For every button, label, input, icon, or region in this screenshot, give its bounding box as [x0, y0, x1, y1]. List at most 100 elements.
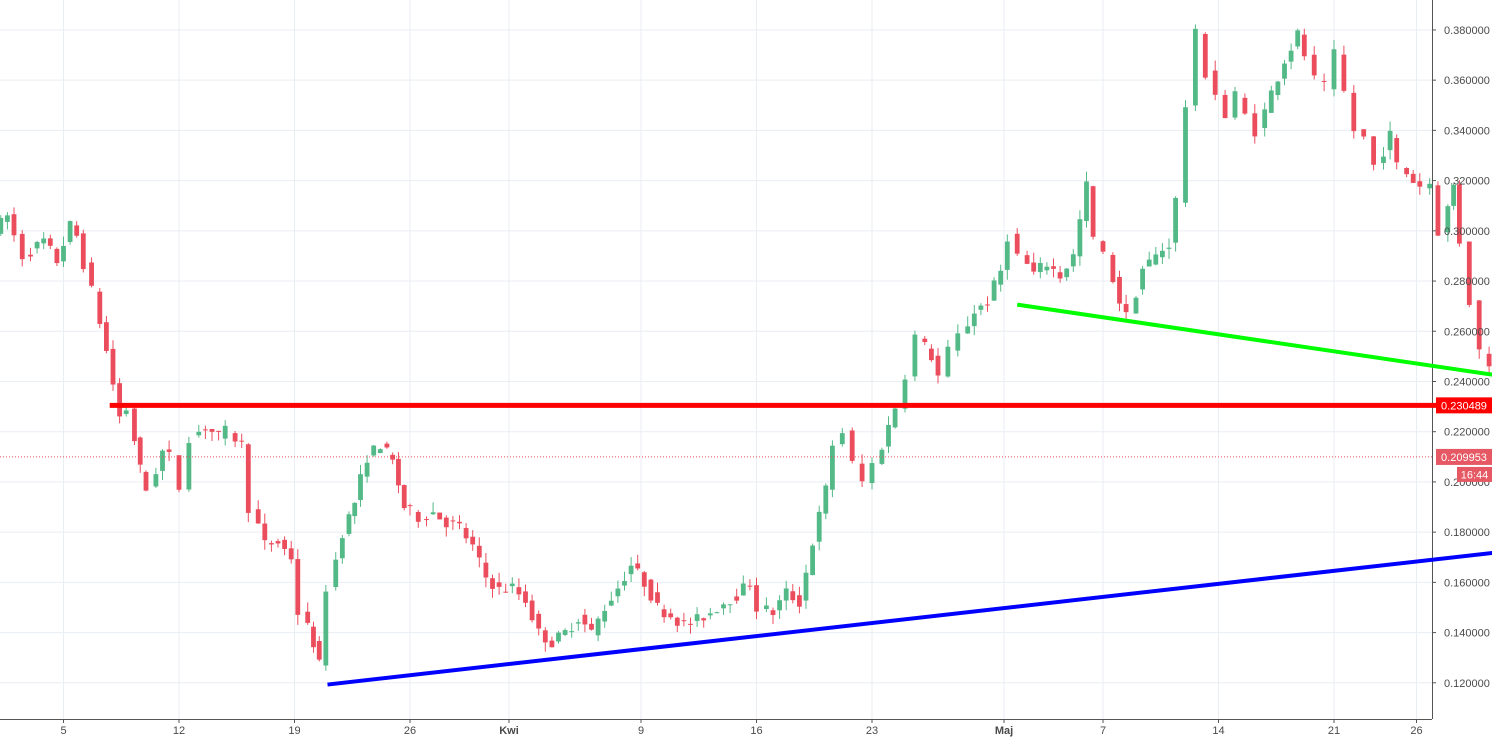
candle-body — [1404, 168, 1409, 174]
candle-body — [1371, 136, 1376, 164]
candle-body — [12, 214, 17, 235]
y-tick-label: 0.240000 — [1444, 376, 1490, 388]
resistance-price-badge-text: 0.230489 — [1441, 400, 1487, 412]
candle-body — [1262, 109, 1267, 128]
candle-body — [431, 512, 436, 514]
y-tick-label: 0.300000 — [1444, 226, 1490, 238]
candle-body — [569, 631, 574, 632]
candle-body — [1078, 219, 1083, 256]
candle-body — [992, 280, 997, 300]
candle-body — [936, 356, 941, 376]
y-tick-label: 0.360000 — [1444, 75, 1490, 87]
candle-body — [880, 450, 885, 464]
candle-body — [246, 444, 251, 513]
candle-body — [804, 573, 809, 601]
candle-body — [1351, 93, 1356, 131]
candle-body — [497, 582, 502, 587]
countdown-text: 16:44 — [1461, 469, 1489, 481]
y-tick-label: 0.140000 — [1444, 628, 1490, 640]
candle-body — [111, 349, 116, 385]
candle-body — [1436, 185, 1441, 235]
candle-body — [616, 589, 621, 597]
candle-body — [946, 347, 951, 377]
candle-body — [1467, 242, 1472, 305]
candle-body — [1477, 300, 1482, 349]
candle-body — [61, 246, 66, 261]
candle-body — [239, 441, 244, 442]
candle-body — [1147, 260, 1152, 267]
candle-body — [1322, 81, 1327, 82]
candle-body — [629, 566, 634, 574]
candle-body — [771, 610, 776, 615]
candle-body — [1203, 34, 1208, 78]
candle-body — [1140, 269, 1145, 290]
candle-body — [138, 437, 143, 464]
y-tick-label: 0.180000 — [1444, 527, 1490, 539]
candle-body — [1117, 277, 1122, 304]
x-tick-label: 7 — [1100, 725, 1106, 737]
candle-body — [154, 474, 159, 486]
candle-body — [688, 624, 693, 625]
candle-body — [1173, 198, 1178, 243]
candle-body — [1101, 241, 1106, 251]
candle-body — [55, 249, 60, 263]
y-tick-label: 0.220000 — [1444, 427, 1490, 439]
candle-body — [216, 431, 221, 432]
resistance-price-badge: 0.230489 — [1436, 397, 1492, 413]
candle-body — [840, 433, 845, 444]
candle-body — [715, 612, 720, 613]
candle-body — [396, 459, 401, 486]
candle-body — [850, 430, 855, 460]
x-tick-label: 14 — [1212, 725, 1224, 737]
x-tick-label: Kwi — [499, 725, 519, 737]
candle-body — [517, 587, 522, 594]
candle-body — [1269, 91, 1274, 113]
y-tick-label: 0.380000 — [1444, 25, 1490, 37]
candle-body — [1051, 266, 1056, 269]
candle-body — [41, 238, 46, 243]
x-tick-label: 9 — [638, 725, 644, 737]
x-tick-label: 12 — [173, 725, 185, 737]
candle-body — [955, 333, 960, 350]
candle-body — [167, 449, 172, 451]
candle-body — [457, 522, 462, 524]
candle-body — [1064, 269, 1069, 278]
candle-body — [1071, 254, 1076, 266]
x-tick-label: 26 — [1410, 725, 1422, 737]
candle-body — [416, 512, 421, 522]
candle-body — [635, 563, 640, 568]
candle-body — [609, 601, 614, 606]
candle-body — [1045, 267, 1050, 271]
candle-body — [860, 464, 865, 482]
candle-body — [596, 619, 601, 636]
candle-body — [282, 540, 287, 549]
candle-body — [1160, 251, 1165, 257]
candle-body — [642, 572, 647, 586]
candle-body — [972, 314, 977, 327]
candle-body — [830, 446, 835, 490]
candle-body — [810, 546, 815, 576]
candle-body — [333, 560, 338, 587]
x-tick-label: Maj — [995, 725, 1013, 737]
candle-body — [484, 563, 489, 578]
candle-body — [160, 451, 165, 471]
y-tick-label: 0.320000 — [1444, 176, 1490, 188]
candle-body — [510, 584, 515, 587]
candle-body — [1183, 107, 1188, 203]
candle-body — [81, 233, 86, 269]
candle-body — [20, 234, 25, 259]
candle-body — [1134, 298, 1139, 314]
candle-body — [1025, 255, 1030, 264]
candle-body — [378, 449, 383, 453]
candle-body — [124, 410, 129, 414]
candle-body — [1451, 185, 1456, 206]
candle-body — [262, 524, 267, 541]
candle-body — [1213, 71, 1218, 95]
candle-body — [490, 578, 495, 589]
candle-body — [675, 618, 680, 626]
candle-body — [1302, 35, 1307, 57]
candle-body — [721, 604, 726, 608]
candle-body — [870, 463, 875, 483]
